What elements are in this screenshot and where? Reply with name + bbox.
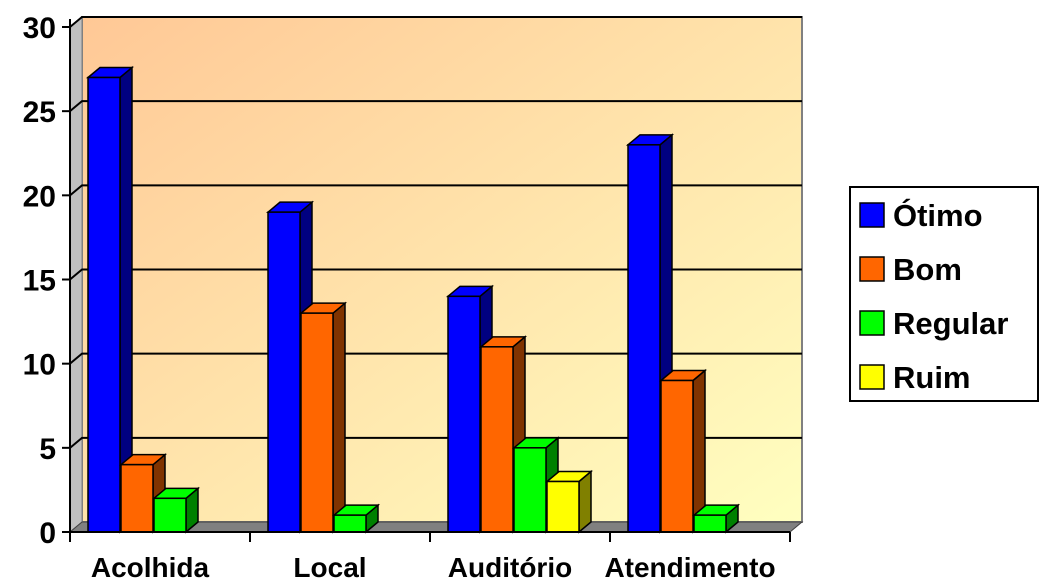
- legend-swatch: [859, 364, 885, 390]
- bar-acolhida-otimo: [85, 65, 135, 534]
- x-axis-category-labels: Acolhida Local Auditório Atendimento: [91, 552, 776, 583]
- x-label-atendimento: Atendimento: [604, 552, 775, 583]
- legend-item-regular: Regular: [859, 306, 1008, 341]
- x-label-local: Local: [293, 552, 366, 583]
- legend-label: Ótimo: [893, 197, 983, 233]
- legend-label: Regular: [893, 306, 1008, 341]
- x-label-auditorio: Auditório: [448, 552, 572, 583]
- gridlines: [69, 16, 802, 449]
- legend-label: Bom: [893, 252, 962, 287]
- y-tick-label: 25: [23, 96, 56, 129]
- legend-swatch: [859, 310, 885, 336]
- legend-swatch: [859, 202, 885, 228]
- legend-label: Ruim: [893, 360, 971, 395]
- x-label-acolhida: Acolhida: [91, 552, 210, 583]
- y-axis-tick-labels: 0 5 10 15 20 25 30: [23, 12, 56, 550]
- legend: Ótimo Bom Regular Ruim: [849, 186, 1039, 402]
- gridline: [69, 352, 802, 365]
- y-tick-label: 10: [23, 349, 56, 382]
- gridline: [69, 268, 802, 281]
- bar-auditorio-ruim: [544, 469, 594, 534]
- bar-atendimento-bom: [658, 368, 708, 534]
- y-tick-label: 20: [23, 180, 56, 213]
- bar-local-regular: [331, 503, 381, 534]
- y-tick-label: 0: [39, 517, 56, 550]
- bars: [85, 65, 741, 534]
- bar-atendimento-regular: [691, 503, 741, 534]
- gridline: [69, 100, 802, 112]
- y-tick-label: 15: [23, 265, 56, 298]
- axes: [62, 19, 791, 542]
- gridline: [69, 184, 802, 197]
- gridline: [69, 436, 802, 449]
- bar-local-bom: [298, 301, 348, 534]
- gridline: [69, 16, 802, 28]
- legend-item-bom: Bom: [859, 252, 962, 287]
- legend-item-otimo: Ótimo: [859, 197, 983, 233]
- y-tick-label: 30: [23, 12, 56, 45]
- bar-acolhida-regular: [151, 486, 201, 534]
- legend-swatch: [859, 256, 885, 282]
- legend-item-ruim: Ruim: [859, 360, 971, 395]
- y-tick-label: 5: [39, 433, 56, 466]
